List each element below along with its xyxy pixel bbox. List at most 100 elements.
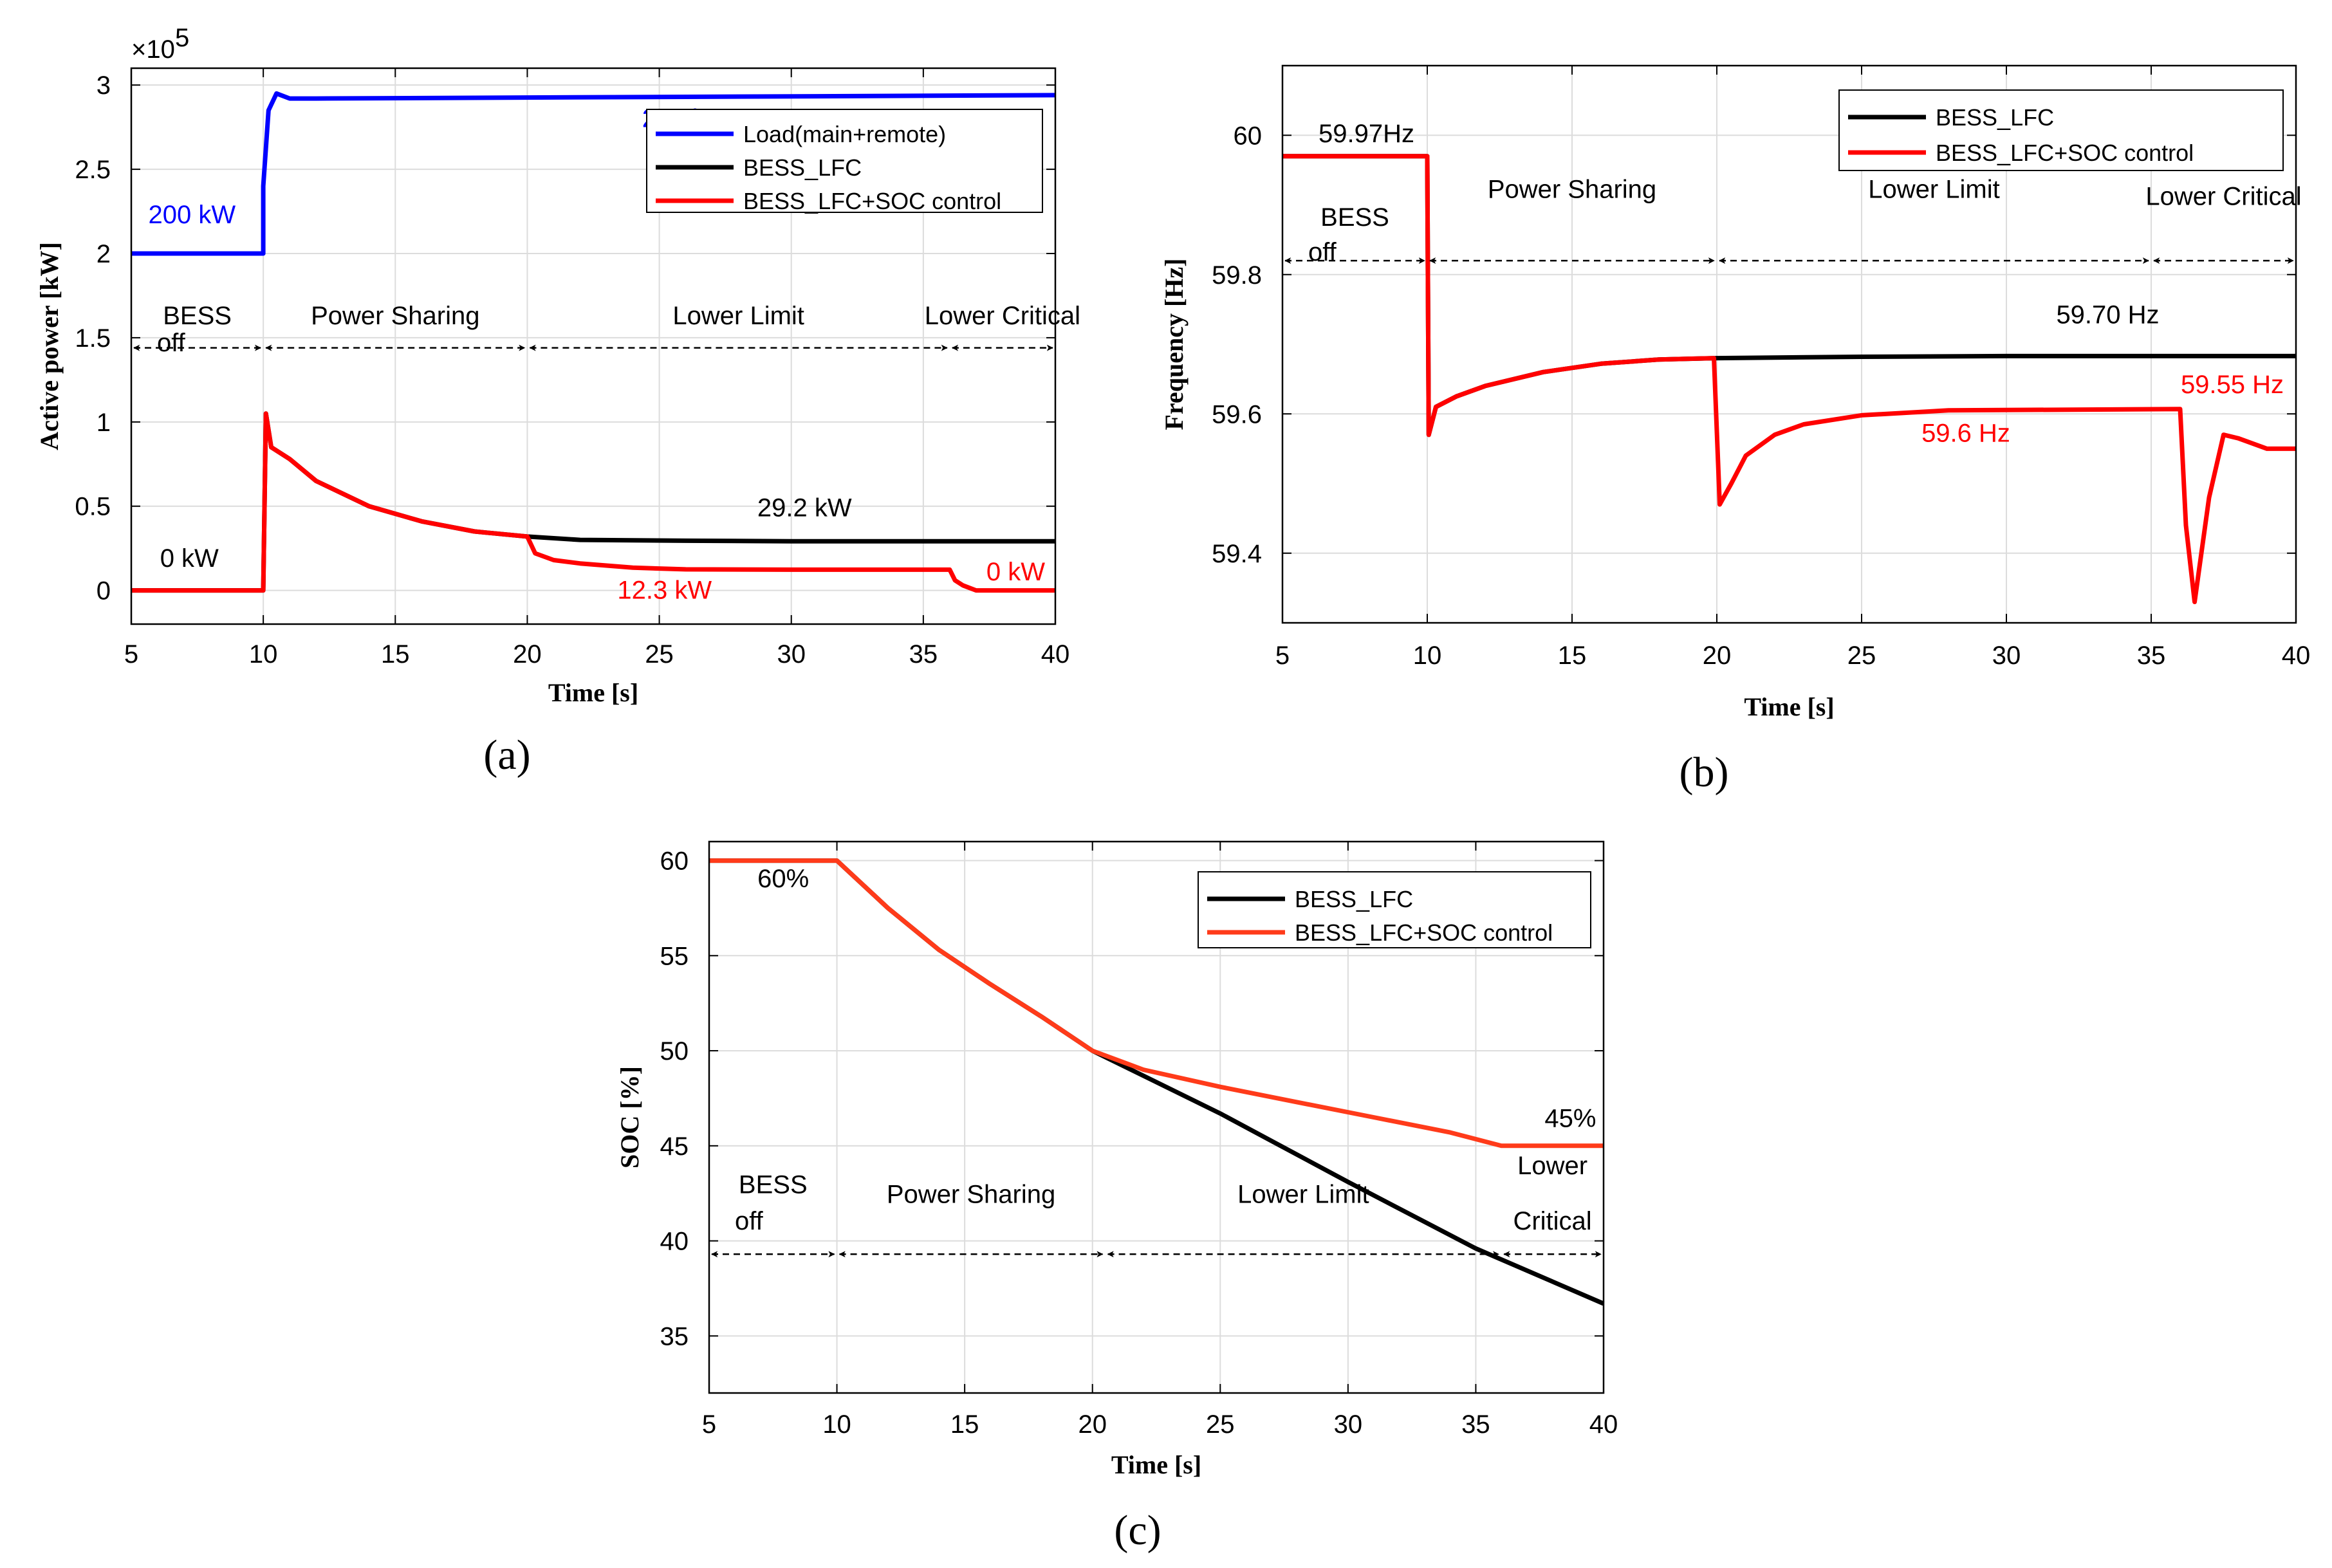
panel-label: (c): [1114, 1507, 1161, 1554]
axis-exponent: ×10: [131, 35, 175, 64]
legend-entry: BESS_LFC+SOC control: [1936, 140, 2194, 166]
y-tick-label: 0: [97, 577, 111, 605]
panel-label: (b): [1680, 749, 1729, 796]
y-tick-label: 40: [660, 1228, 689, 1256]
x-tick-label: 30: [1334, 1410, 1363, 1439]
segment-label: BESS: [163, 302, 232, 330]
y-tick-label: 1.5: [75, 324, 111, 353]
x-tick-label: 35: [2137, 641, 2166, 670]
segment-label: Lower Limit: [672, 302, 804, 330]
segment-label: Lower Critical: [925, 302, 1080, 330]
data-annotation: 0 kW: [160, 544, 219, 573]
y-tick-label: 59.4: [1212, 540, 1262, 568]
y-tick-label: 60: [1234, 122, 1263, 150]
series-line-1: [131, 91, 1056, 256]
x-axis-label: Time [s]: [1744, 692, 1834, 721]
x-tick-label: 20: [1078, 1410, 1107, 1439]
y-tick-label: 59.6: [1212, 400, 1262, 429]
x-axis-label: Time [s]: [1111, 1450, 1201, 1479]
x-tick-label: 40: [1589, 1410, 1618, 1439]
x-tick-label: 25: [1206, 1410, 1235, 1439]
legend-entry: BESS_LFC: [743, 154, 862, 181]
axis-exponent-power: 5: [175, 24, 189, 52]
x-tick-label: 5: [1275, 641, 1290, 670]
data-annotation: 59.6 Hz: [1921, 420, 2010, 448]
x-tick-label: 25: [645, 640, 674, 669]
segment-label: Power Sharing: [311, 302, 479, 330]
y-tick-label: 59.8: [1212, 261, 1262, 290]
y-tick-label: 50: [660, 1037, 689, 1065]
axes-frame: [130, 67, 1057, 625]
y-tick-label: 45: [660, 1132, 689, 1161]
segment-label: Lower Limit: [1237, 1180, 1369, 1208]
segment-label: Lower Critical: [2145, 183, 2301, 211]
segment-label: BESS: [1320, 203, 1389, 232]
y-tick-label: 2.5: [75, 156, 111, 184]
legend-box: [1838, 89, 2284, 171]
panel-b: 5 10 15 20 25 30 35 40 59.4 59.6 59.8 60 BESS off Powe…: [1160, 64, 2311, 796]
data-annotation: 29.2 kW: [757, 493, 852, 522]
data-annotation: 45%: [1544, 1104, 1596, 1132]
segment-label: BESS: [739, 1171, 808, 1199]
y-axis-label: SOC [%]: [615, 1066, 644, 1168]
x-tick-label: 20: [513, 640, 542, 669]
x-tick-label: 40: [2282, 641, 2311, 670]
x-axis-label: Time [s]: [548, 678, 638, 707]
segment-label: off: [735, 1207, 764, 1235]
y-tick-label: 1: [97, 409, 111, 437]
x-tick-label: 35: [909, 640, 938, 669]
data-annotation: 59.97Hz: [1319, 120, 1414, 148]
x-tick-label: 15: [1558, 641, 1587, 670]
series-line-3: [131, 411, 1055, 593]
x-tick-label: 30: [1992, 641, 2021, 670]
data-annotation: 59.70 Hz: [2056, 301, 2159, 329]
legend-entry: BESS_LFC+SOC control: [1295, 919, 1553, 946]
data-annotation: 200 kW: [149, 201, 236, 229]
x-tick-label: 10: [1413, 641, 1442, 670]
x-tick-label: 10: [822, 1410, 851, 1439]
y-tick-label: 60: [660, 847, 689, 876]
series-line-2: [1282, 154, 2296, 604]
x-tick-label: 15: [381, 640, 410, 669]
x-tick-label: 15: [950, 1410, 979, 1439]
x-tick-label: 35: [1461, 1410, 1490, 1439]
y-tick-label: 55: [660, 942, 689, 970]
y-tick-label: 35: [660, 1322, 689, 1351]
data-annotation: 12.3 kW: [617, 576, 712, 605]
x-tick-label: 5: [124, 640, 138, 669]
panel-label: (a): [483, 732, 530, 779]
series-line-2: [709, 858, 1604, 1148]
axes-frame: [708, 840, 1605, 1394]
legend-entry: BESS_LFC: [1295, 886, 1413, 912]
segment-label: Power Sharing: [887, 1180, 1055, 1208]
legend-entry: Load(main+remote): [743, 121, 946, 147]
legend-entry: BESS_LFC: [1936, 104, 2054, 131]
y-tick-label: 0.5: [75, 493, 111, 521]
segment-label: off: [157, 329, 186, 357]
segment-label: Power Sharing: [1488, 176, 1656, 204]
segment-label: off: [1308, 238, 1337, 266]
legend-box: [646, 109, 1043, 213]
x-tick-label: 10: [249, 640, 278, 669]
data-annotation: 60%: [757, 865, 809, 893]
x-tick-label: 30: [777, 640, 806, 669]
segment-label: Lower Limit: [1868, 176, 2000, 204]
segment-label: Lower: [1517, 1152, 1587, 1180]
legend-entry: BESS_LFC+SOC control: [743, 188, 1001, 214]
x-tick-label: 20: [1703, 641, 1732, 670]
y-axis-label: Active power [kW]: [35, 242, 64, 450]
x-tick-label: 5: [702, 1410, 716, 1439]
legend-box: [1198, 871, 1591, 948]
data-annotation: 59.55 Hz: [2181, 371, 2284, 399]
y-tick-label: 2: [97, 240, 111, 268]
segment-label: Critical: [1513, 1207, 1591, 1235]
panel-c: 5 10 15 20 25 30 35 40 35 40 45 50 55 60 BESS off Power …: [615, 840, 1618, 1554]
x-tick-label: 25: [1847, 641, 1876, 670]
data-annotation: 0 kW: [986, 558, 1045, 586]
axes-frame: [1281, 64, 2297, 624]
y-axis-label: Frequency [Hz]: [1160, 259, 1189, 430]
x-tick-label: 40: [1041, 640, 1070, 669]
y-tick-label: 3: [97, 71, 111, 100]
